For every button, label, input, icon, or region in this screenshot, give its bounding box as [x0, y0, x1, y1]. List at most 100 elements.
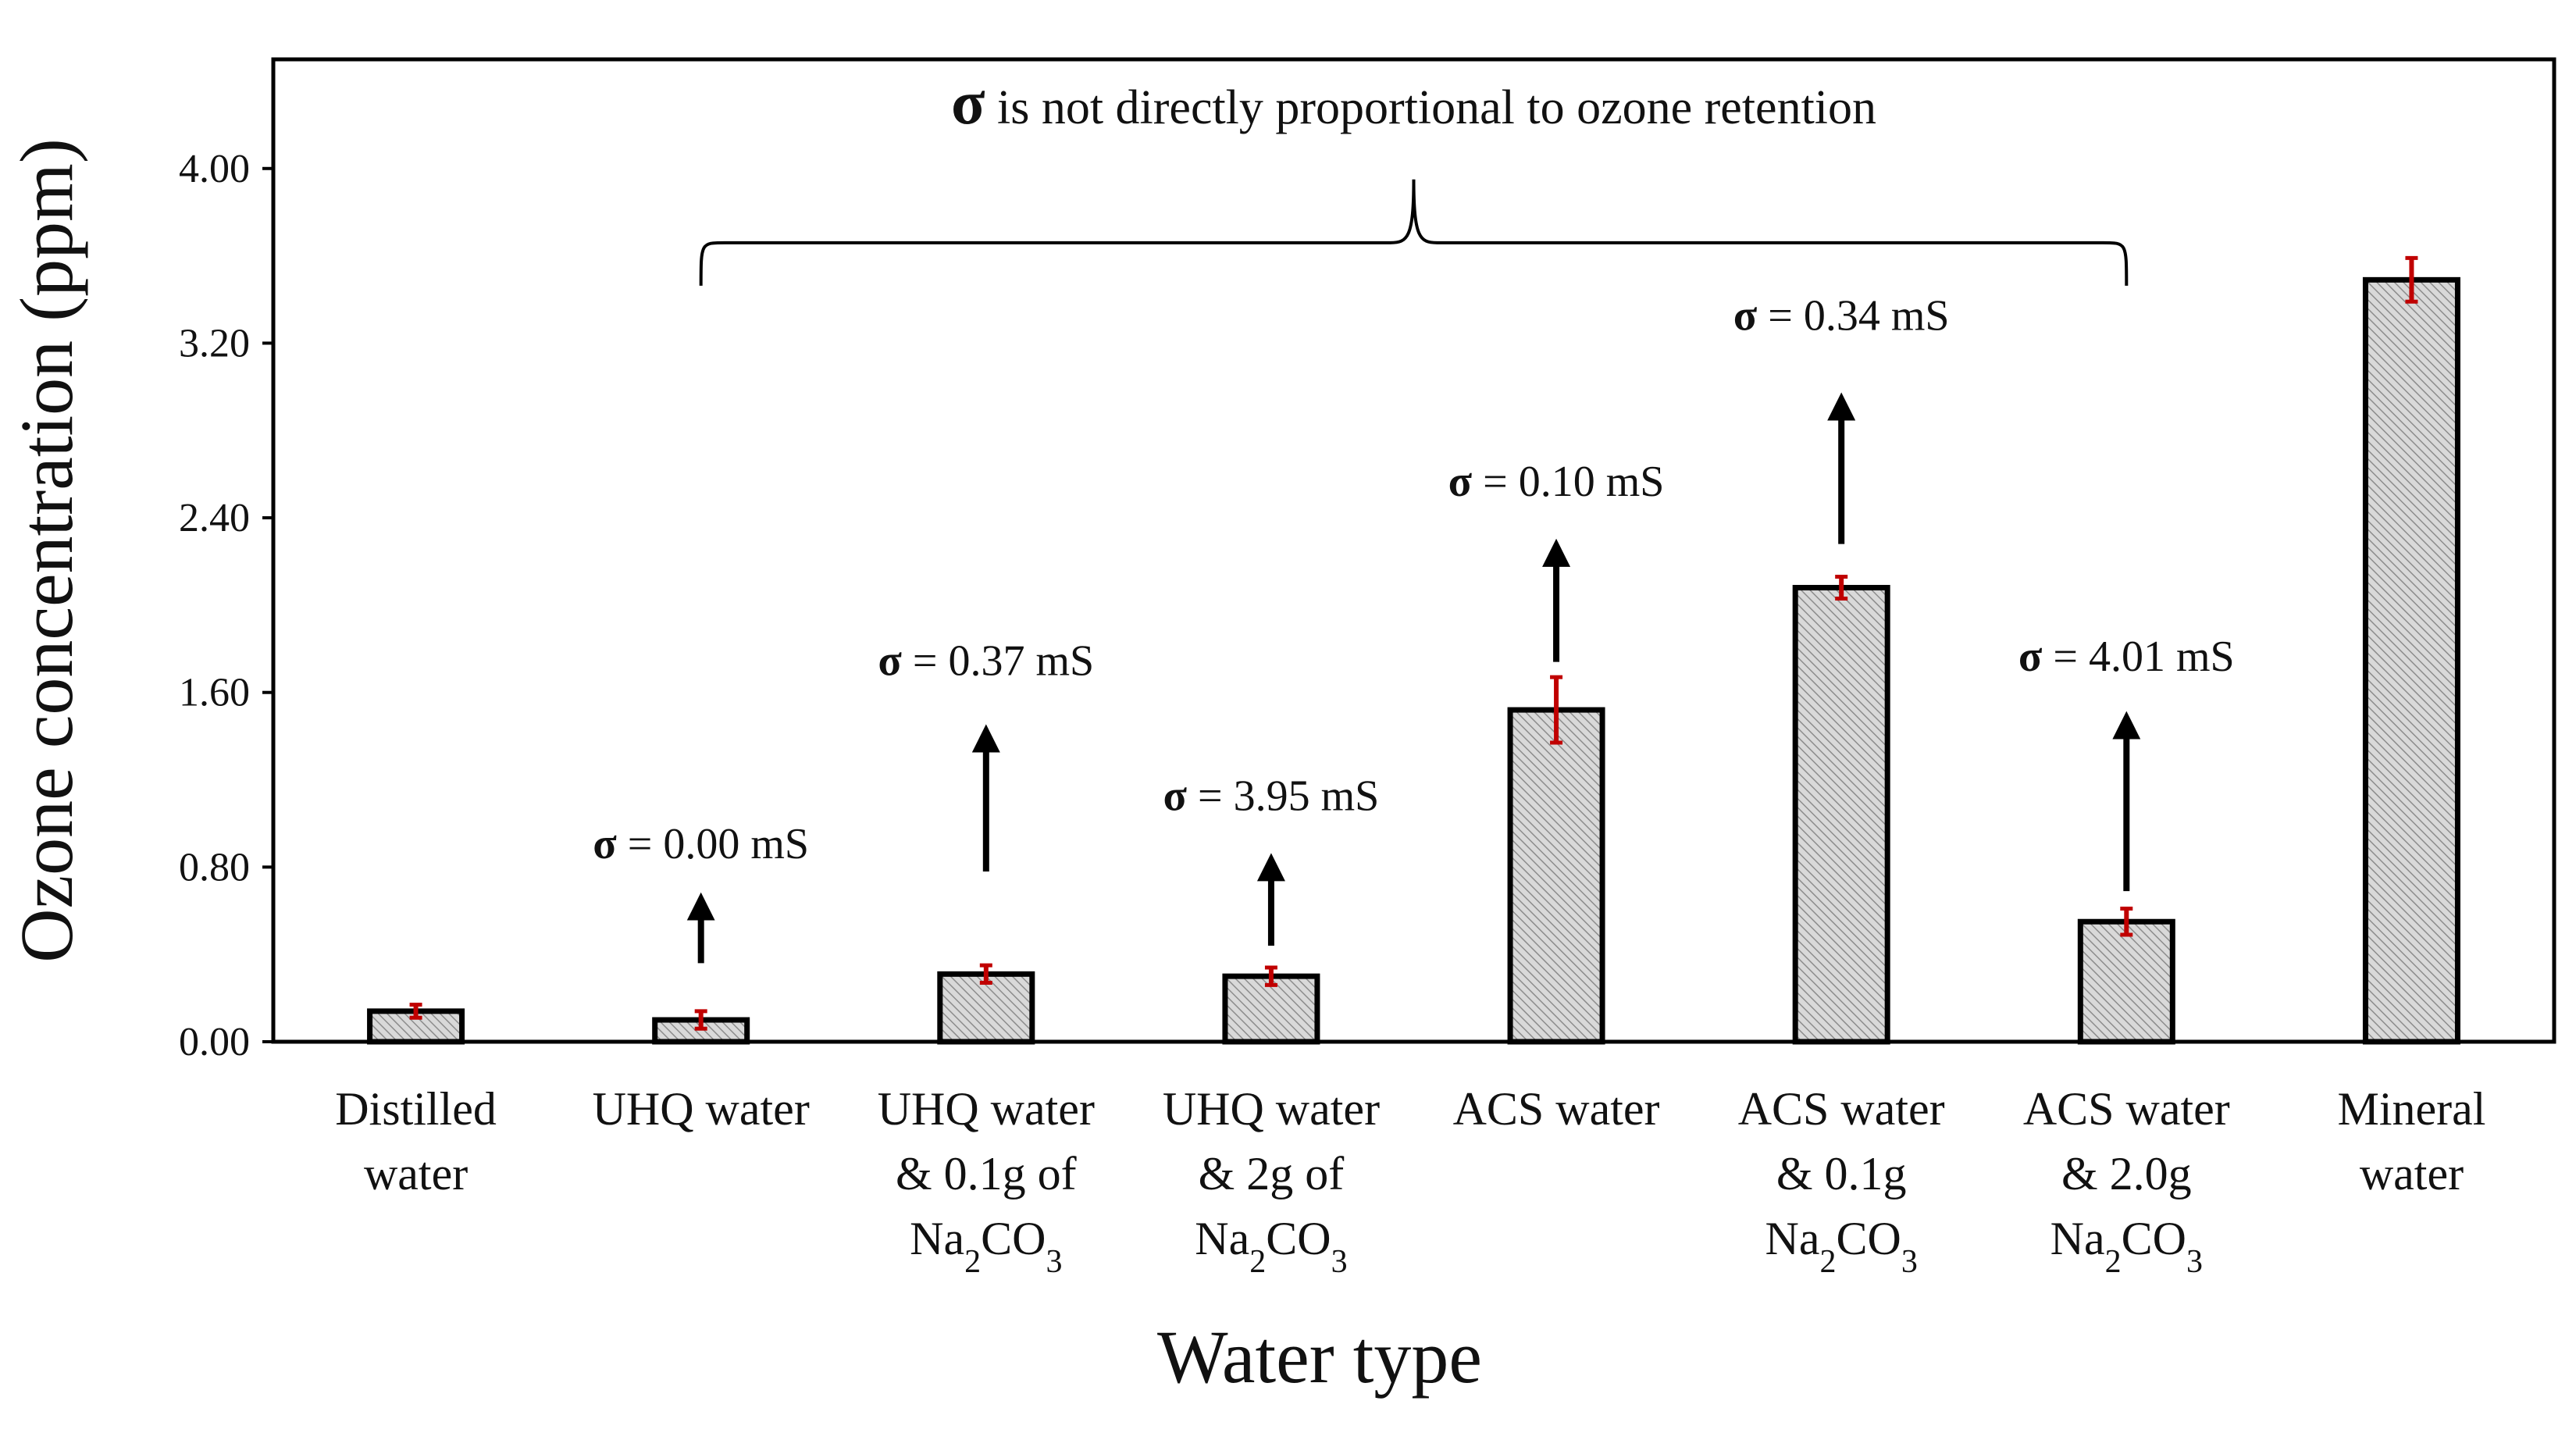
bar [1507, 707, 1605, 1045]
top-annotation: σ is not directly proportional to ozone … [951, 69, 1876, 137]
y-tick-label: 2.40 [179, 496, 250, 540]
conductivity-label: σ = 0.34 mS [1733, 292, 1950, 340]
label-text: CO [981, 1213, 1046, 1264]
x-tick-label: ACS water [2023, 1083, 2230, 1135]
x-tick-label: Na2CO3 [2050, 1213, 2203, 1280]
sigma-symbol: σ [878, 636, 902, 685]
bar [2077, 918, 2175, 1045]
label-text: ACS water [2023, 1083, 2230, 1135]
x-tick-label: & 0.1g [1776, 1148, 1907, 1199]
label-text: & 0.1g of [896, 1148, 1077, 1199]
conductivity-value: = 3.95 mS [1187, 772, 1379, 821]
label-text: Na [1765, 1213, 1820, 1264]
label-text: UHQ water [1163, 1083, 1380, 1135]
error-bar [2120, 906, 2133, 937]
x-tick-label: water [364, 1148, 468, 1199]
top-annotation-text: is not directly proportional to ozone re… [985, 81, 1876, 134]
x-tick-label: & 2g of [1199, 1148, 1345, 1199]
curly-bracket [699, 179, 2129, 286]
y-tick-label: 3.20 [179, 321, 250, 365]
x-tick-label: UHQ water [1163, 1083, 1380, 1135]
bar [937, 971, 1035, 1045]
x-tick-label: UHQ water [593, 1083, 810, 1135]
conductivity-value: = 0.10 mS [1472, 458, 1664, 506]
x-tick-label: Distilled [335, 1083, 497, 1135]
error-bar [409, 1002, 422, 1020]
subscript: 2 [964, 1244, 981, 1280]
subscript: 3 [1046, 1244, 1062, 1280]
y-axis-label: Ozone concentration (ppm) [5, 138, 88, 963]
bars [367, 276, 2460, 1045]
label-text: water [2360, 1148, 2464, 1199]
conductivity-label: σ = 4.01 mS [2018, 633, 2235, 681]
subscript: 2 [1249, 1244, 1266, 1280]
conductivity-value: = 0.00 mS [617, 820, 809, 868]
label-text: & 2.0g [2061, 1148, 2192, 1199]
sigma-symbol: σ [2018, 633, 2043, 681]
y-axis: 0.00 0.80 1.60 2.40 3.20 4.00 [179, 147, 273, 1064]
error-bar [1550, 675, 1563, 745]
sigma-symbol: σ [1448, 458, 1473, 506]
sigma-symbol: σ [1163, 772, 1188, 821]
label-text: ACS water [1453, 1083, 1660, 1135]
label-text: ACS water [1738, 1083, 1945, 1135]
label-text: & 0.1g [1776, 1148, 1907, 1199]
error-bar [694, 1009, 707, 1031]
subscript: 2 [1819, 1244, 1836, 1280]
label-text: Distilled [335, 1083, 497, 1135]
label-text: & 2g of [1199, 1148, 1345, 1199]
x-tick-label: Na2CO3 [910, 1213, 1062, 1280]
conductivity-value: = 4.01 mS [2042, 633, 2234, 681]
label-text: UHQ water [878, 1083, 1095, 1135]
conductivity-label: σ = 0.00 mS [593, 820, 809, 868]
bracket: σ is not directly proportional to ozone … [699, 69, 2129, 286]
label-text: water [364, 1148, 468, 1199]
conductivity-value: = 0.34 mS [1757, 292, 1949, 340]
y-tick-label: 4.00 [179, 147, 250, 191]
conductivity-label: σ = 0.10 mS [1448, 458, 1665, 506]
label-text: Mineral [2337, 1083, 2485, 1135]
label-text: Na [2050, 1213, 2105, 1264]
y-tick-label: 0.00 [179, 1020, 250, 1064]
subscript: 3 [1901, 1244, 1918, 1280]
conductivity-value: = 0.37 mS [902, 636, 1094, 685]
x-tick-label: Na2CO3 [1195, 1213, 1347, 1280]
label-text: Na [910, 1213, 964, 1264]
bar [2362, 276, 2460, 1045]
y-tick-label: 1.60 [179, 671, 250, 715]
label-text: CO [1266, 1213, 1331, 1264]
error-bar [2405, 255, 2418, 304]
error-bar [979, 963, 992, 986]
sigma-symbol: σ [593, 820, 617, 868]
x-tick-label: & 0.1g of [896, 1148, 1077, 1199]
x-tick-label: ACS water [1738, 1083, 1945, 1135]
x-tick-label: ACS water [1453, 1083, 1660, 1135]
bar [1792, 585, 1890, 1045]
subscript: 3 [2186, 1244, 2203, 1280]
error-bar [1835, 575, 1848, 601]
subscript: 2 [2105, 1244, 2122, 1280]
sigma-symbol: σ [951, 69, 985, 137]
x-tick-label: Na2CO3 [1765, 1213, 1918, 1280]
x-tick-label: & 2.0g [2061, 1148, 2192, 1199]
subscript: 3 [1331, 1244, 1348, 1280]
error-bars [409, 255, 2418, 1031]
y-tick-label: 0.80 [179, 845, 250, 889]
label-text: UHQ water [593, 1083, 810, 1135]
x-axis-categories: Distilled water UHQ water UHQ water & 0.1g o… [335, 1083, 2485, 1280]
x-tick-label: water [2360, 1148, 2464, 1199]
label-text: CO [2122, 1213, 2186, 1264]
x-tick-label: Mineral [2337, 1083, 2485, 1135]
label-text: CO [1836, 1213, 1901, 1264]
conductivity-labels: σ = 0.00 mSσ = 0.37 mSσ = 3.95 mSσ = 0.1… [593, 292, 2234, 869]
x-tick-label: UHQ water [878, 1083, 1095, 1135]
plot-frame [271, 57, 2556, 1044]
sigma-symbol: σ [1733, 292, 1758, 340]
x-axis-label: Water type [1157, 1315, 1482, 1399]
label-text: Na [1195, 1213, 1249, 1264]
conductivity-label: σ = 0.37 mS [878, 636, 1094, 685]
conductivity-arrows [686, 392, 2141, 964]
error-bar [1264, 965, 1277, 987]
conductivity-label: σ = 3.95 mS [1163, 772, 1380, 821]
